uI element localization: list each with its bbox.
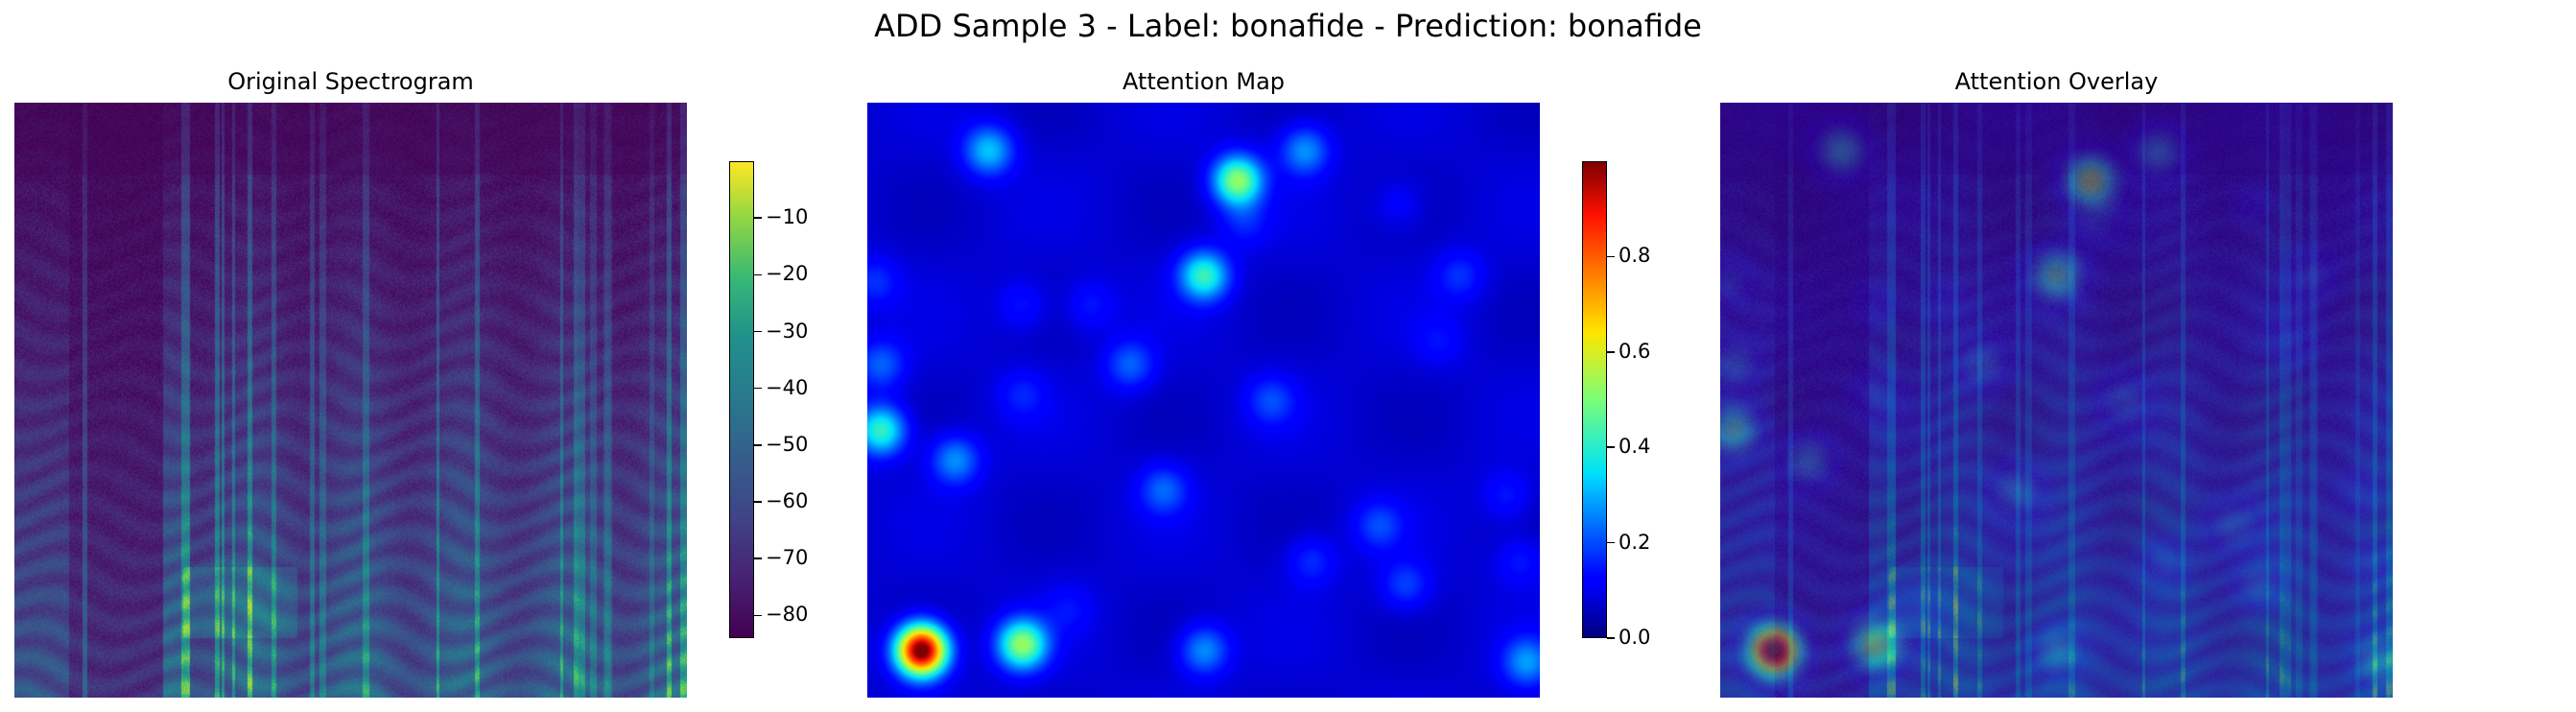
attention-map-heatmap <box>867 103 1540 698</box>
spectrogram-tick-mark <box>754 217 762 219</box>
spectrogram-tick-mark <box>754 330 762 333</box>
attention-tick-mark <box>1607 637 1615 639</box>
panel-title-attention-overlay: Attention Overlay <box>1954 68 2159 95</box>
figure-title: ADD Sample 3 - Label: bonafide - Predict… <box>874 8 1702 44</box>
spectrogram-colorbar <box>729 161 754 638</box>
attention-tick-mark <box>1607 255 1615 258</box>
spectrogram-tick-mark <box>754 387 762 390</box>
spectrogram-tick-label: −40 <box>766 375 809 399</box>
spectrogram-tick-label: −70 <box>766 546 809 570</box>
attention-tick-label: 0.4 <box>1619 435 1651 459</box>
attention-tick-mark <box>1607 446 1615 448</box>
spectrogram-tick-mark <box>754 558 762 559</box>
attention-tick-label: 0.6 <box>1619 339 1651 363</box>
attention-tick-mark <box>1607 541 1615 544</box>
attention-colorbar <box>1582 161 1607 638</box>
spectrogram-tick-label: −60 <box>766 489 809 512</box>
spectrogram-tick-mark <box>754 614 762 617</box>
spectrogram-tick-label: −80 <box>766 603 809 627</box>
attention-tick-label: 0.2 <box>1619 530 1651 554</box>
spectrogram-tick-label: −30 <box>766 319 809 343</box>
panel-title-attention-map: Attention Map <box>1122 68 1286 95</box>
spectrogram-tick-mark <box>754 444 762 446</box>
spectrogram-heatmap <box>14 103 687 698</box>
panel-title-spectrogram: Original Spectrogram <box>227 68 474 95</box>
attention-overlay-heatmap <box>1720 103 2393 698</box>
spectrogram-tick-mark <box>754 501 762 503</box>
spectrogram-tick-label: −10 <box>766 205 809 229</box>
attention-tick-label: 0.0 <box>1619 626 1651 649</box>
spectrogram-tick-label: −20 <box>766 262 809 286</box>
spectrogram-tick-mark <box>754 273 762 276</box>
spectrogram-tick-label: −50 <box>766 432 809 456</box>
attention-tick-mark <box>1607 351 1615 353</box>
attention-tick-label: 0.8 <box>1619 244 1651 268</box>
